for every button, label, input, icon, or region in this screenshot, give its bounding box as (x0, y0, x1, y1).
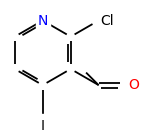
Text: O: O (128, 78, 139, 92)
Text: Cl: Cl (100, 14, 114, 27)
Text: I: I (41, 119, 45, 133)
Text: N: N (38, 14, 48, 27)
